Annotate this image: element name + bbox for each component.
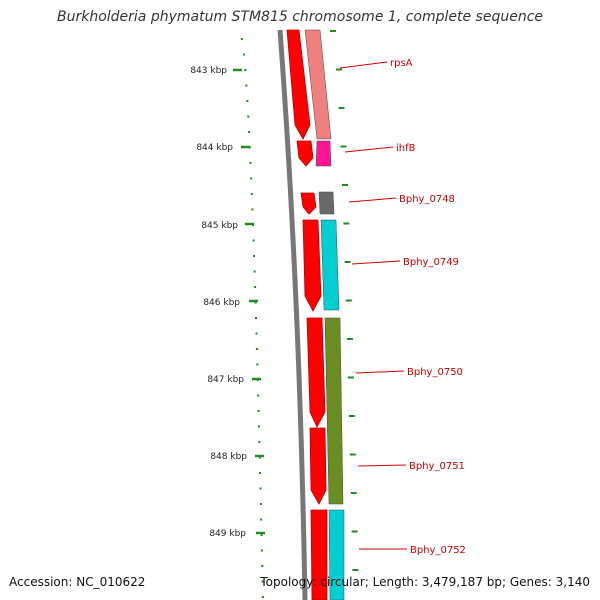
gene-track bbox=[304, 29, 345, 600]
gene-label-text-rpsA[interactable]: rpsA bbox=[390, 58, 413, 69]
gene-label-ihfB[interactable]: ihfB bbox=[344, 143, 416, 154]
gene-arrow-rpsA-forward[interactable] bbox=[286, 29, 311, 140]
minor-tick bbox=[247, 115, 250, 118]
outer-tick bbox=[340, 145, 347, 148]
major-tick-846: 846 kbp bbox=[203, 298, 258, 308]
minor-tick bbox=[244, 69, 247, 71]
outer-tick bbox=[351, 530, 358, 533]
tick-label-847: 847 kbp bbox=[207, 375, 244, 385]
gene-label-text-ihfB[interactable]: ihfB bbox=[396, 143, 416, 154]
tick-label-849: 849 kbp bbox=[209, 529, 246, 539]
outer-tick bbox=[345, 299, 352, 302]
outer-tick bbox=[350, 492, 357, 494]
minor-tick bbox=[249, 162, 252, 164]
chromosome-backbone bbox=[277, 29, 308, 600]
minor-tick bbox=[254, 301, 257, 304]
tick-label-848: 848 kbp bbox=[210, 452, 247, 462]
tick-label-846: 846 kbp bbox=[203, 298, 240, 308]
minor-tick bbox=[248, 131, 251, 133]
outer-tick bbox=[352, 569, 359, 571]
major-tick-847: 847 kbp bbox=[207, 375, 261, 385]
gene-arrow-ihfB-forward[interactable] bbox=[296, 140, 314, 167]
outer-tick bbox=[338, 107, 345, 109]
minor-tick bbox=[253, 270, 256, 273]
gene-block-rpsA[interactable] bbox=[304, 29, 332, 140]
outer-tick bbox=[344, 261, 351, 263]
outer-tick bbox=[346, 338, 353, 340]
minor-tick bbox=[259, 487, 262, 490]
gene-label-Bphy_0750[interactable]: Bphy_0750 bbox=[355, 367, 463, 378]
gene-label-rpsA[interactable]: rpsA bbox=[339, 58, 413, 69]
gene-label-Bphy_0752[interactable]: Bphy_0752 bbox=[359, 545, 466, 556]
minor-tick bbox=[257, 394, 260, 397]
minor-tick bbox=[251, 208, 254, 211]
outer-tick bbox=[349, 453, 356, 456]
minor-tick bbox=[242, 53, 245, 56]
gene-block-Bphy_0749[interactable] bbox=[320, 219, 340, 311]
outer-tick bbox=[348, 415, 355, 417]
major-tick-845: 845 kbp bbox=[201, 221, 254, 231]
minor-tick bbox=[245, 84, 248, 87]
minor-tick bbox=[261, 580, 264, 583]
gene-label-text-Bphy_0749[interactable]: Bphy_0749 bbox=[403, 257, 459, 268]
minor-tick bbox=[253, 255, 256, 257]
minor-tick bbox=[261, 596, 264, 598]
outer-tick bbox=[343, 222, 350, 225]
minor-tick bbox=[250, 177, 253, 180]
major-tick-844: 844 kbp bbox=[196, 143, 250, 153]
minor-tick bbox=[260, 549, 263, 552]
gene-block-Bphy_0748[interactable] bbox=[318, 191, 335, 215]
outer-tick bbox=[342, 184, 348, 186]
outer-tick bbox=[336, 68, 342, 71]
minor-tick bbox=[259, 503, 262, 505]
minor-tick bbox=[252, 239, 255, 242]
major-tick-848: 848 kbp bbox=[210, 452, 264, 462]
minor-tick bbox=[250, 193, 253, 195]
gene-arrow-Bphy_0752-forward[interactable] bbox=[310, 509, 328, 600]
major-tick-843: 843 kbp bbox=[190, 66, 242, 76]
outer-tick bbox=[330, 30, 336, 32]
tick-label-844: 844 kbp bbox=[196, 143, 233, 153]
minor-tick bbox=[257, 410, 260, 412]
gene-arrow-Bphy_0751-forward[interactable] bbox=[309, 427, 327, 505]
gene-label-text-Bphy_0752[interactable]: Bphy_0752 bbox=[410, 545, 466, 556]
minor-tick bbox=[255, 332, 258, 335]
gene-label-text-Bphy_0751[interactable]: Bphy_0751 bbox=[409, 461, 465, 472]
minor-tick bbox=[259, 472, 262, 474]
minor-tick bbox=[258, 425, 260, 428]
tick-label-843: 843 kbp bbox=[190, 66, 227, 76]
minor-tick bbox=[258, 456, 261, 459]
minor-tick bbox=[246, 100, 249, 102]
minor-tick bbox=[261, 565, 264, 567]
minor-ticks bbox=[240, 38, 264, 598]
forward-strand bbox=[286, 29, 328, 600]
gene-block-Bphy_0752[interactable] bbox=[328, 509, 345, 600]
major-tick-849: 849 kbp bbox=[209, 529, 265, 539]
outer-tick bbox=[347, 376, 354, 379]
gene-arrow-Bphy_0748-forward[interactable] bbox=[300, 192, 317, 215]
tick-label-845: 845 kbp bbox=[201, 221, 238, 231]
minor-tick bbox=[256, 363, 259, 366]
minor-tick bbox=[258, 441, 261, 443]
gene-label-Bphy_0751[interactable]: Bphy_0751 bbox=[357, 461, 465, 472]
minor-tick bbox=[255, 317, 257, 319]
accession-text: Accession: NC_010622 bbox=[9, 575, 146, 589]
minor-tick bbox=[240, 38, 243, 40]
gene-arrow-Bphy_0750-forward[interactable] bbox=[306, 317, 326, 428]
gene-label-Bphy_0748[interactable]: Bphy_0748 bbox=[348, 194, 455, 205]
gene-block-ihfB[interactable] bbox=[315, 140, 332, 167]
minor-tick bbox=[254, 286, 257, 288]
outer-ticks bbox=[330, 30, 359, 571]
gene-block-Bphy_0750[interactable] bbox=[324, 317, 344, 505]
gene-label-Bphy_0749[interactable]: Bphy_0749 bbox=[351, 257, 459, 268]
gene-label-text-Bphy_0750[interactable]: Bphy_0750 bbox=[407, 367, 463, 378]
minor-tick bbox=[260, 534, 263, 536]
sequence-summary: Topology: circular; Length: 3,479,187 bp… bbox=[260, 575, 590, 589]
map-title: Burkholderia phymatum STM815 chromosome … bbox=[56, 9, 543, 25]
gene-arrow-Bphy_0749-forward[interactable] bbox=[302, 219, 322, 312]
gene-label-text-Bphy_0748[interactable]: Bphy_0748 bbox=[399, 194, 455, 205]
minor-tick bbox=[255, 348, 258, 350]
minor-tick bbox=[260, 518, 263, 521]
